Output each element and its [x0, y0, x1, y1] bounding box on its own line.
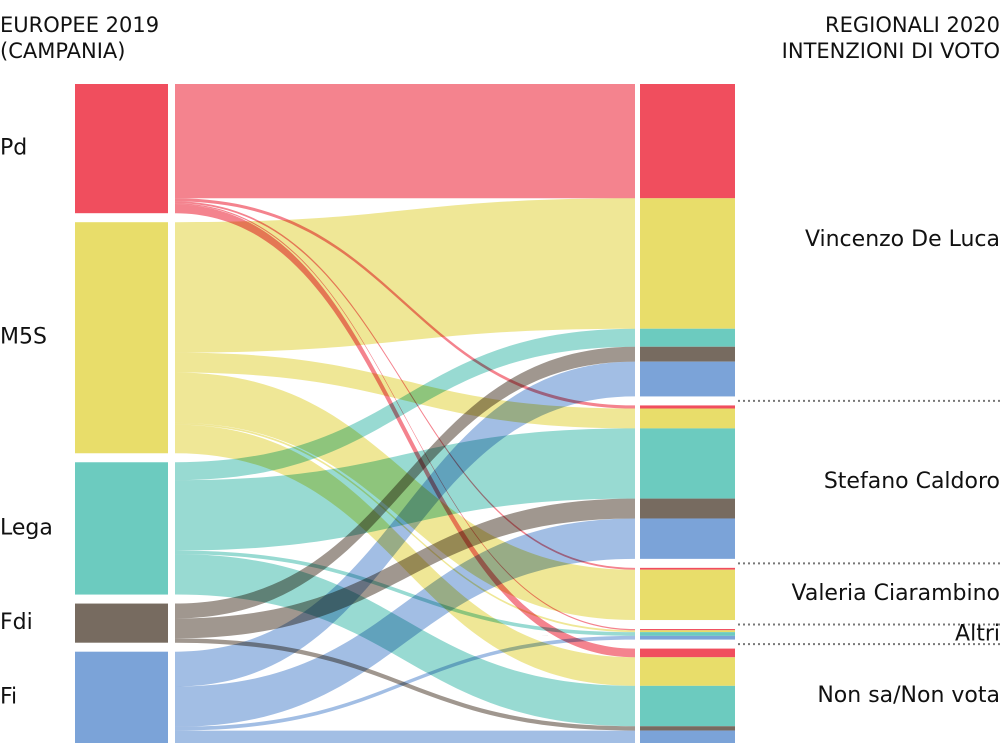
- flow: [175, 198, 635, 353]
- flow: [175, 518, 635, 727]
- left-title: (CAMPANIA): [0, 39, 126, 63]
- target-segment: [640, 428, 735, 499]
- target-segment: [640, 567, 735, 570]
- target-segment: [640, 632, 735, 636]
- source-label: M5S: [0, 325, 47, 350]
- source-node: [75, 651, 168, 743]
- target-label: Vincenzo De Luca: [805, 227, 1000, 252]
- target-segment: [640, 405, 735, 409]
- flow: [175, 84, 635, 199]
- flow: [175, 635, 635, 731]
- flow: [175, 328, 635, 481]
- source-node: [75, 603, 168, 643]
- source-label: Pd: [0, 136, 27, 161]
- target-segment: [640, 657, 735, 686]
- target-segment: [640, 648, 735, 658]
- flow: [175, 204, 635, 658]
- target-segment: [640, 635, 735, 640]
- flows: [175, 84, 635, 743]
- target-label: Stefano Caldoro: [824, 469, 1000, 494]
- flow: [175, 550, 635, 636]
- source-node: [75, 84, 168, 214]
- target-segment: [640, 408, 735, 429]
- target-segment: [640, 328, 735, 347]
- source-label: Fi: [0, 684, 17, 709]
- flow: [175, 361, 635, 687]
- flow: [175, 730, 635, 743]
- flow: [175, 498, 635, 639]
- source-node: [75, 222, 168, 454]
- target-segment: [640, 630, 735, 633]
- target-label: Valeria Ciarambino: [792, 581, 1001, 606]
- target-segment: [640, 569, 735, 621]
- flow: [175, 346, 635, 619]
- source-label: Lega: [0, 515, 53, 540]
- source-label: Fdi: [0, 610, 33, 635]
- left-title: EUROPEE 2019: [0, 13, 159, 37]
- target-segment: [640, 346, 735, 362]
- target-label: Non sa/Non vota: [817, 683, 1000, 708]
- target-segment: [640, 198, 735, 329]
- target-segment: [640, 629, 735, 631]
- target-segment: [640, 498, 735, 519]
- target-segment: [640, 84, 735, 199]
- flow: [175, 203, 635, 631]
- target-segment: [640, 518, 735, 559]
- target-segment: [640, 726, 735, 731]
- right-title: INTENZIONI DI VOTO: [782, 39, 1000, 63]
- right-title: REGIONALI 2020: [825, 13, 1000, 37]
- source-node: [75, 462, 168, 595]
- target-label: Altri: [955, 621, 1000, 646]
- target-segment: [640, 361, 735, 397]
- target-segment: [640, 730, 735, 743]
- target-segment: [640, 685, 735, 727]
- flow: [175, 424, 635, 686]
